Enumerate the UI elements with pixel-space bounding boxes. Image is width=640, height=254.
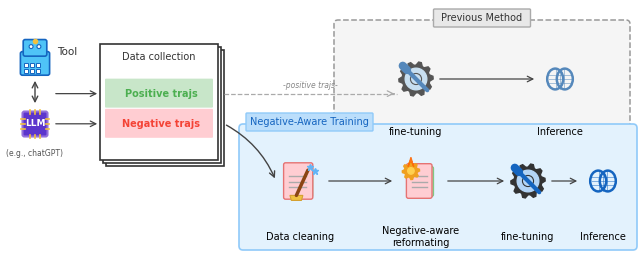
Circle shape [29,45,33,49]
Text: Positive trajs: Positive trajs [125,89,197,99]
FancyBboxPatch shape [22,112,47,136]
Polygon shape [403,162,420,180]
Circle shape [37,45,41,49]
Text: (e.g., chatGPT): (e.g., chatGPT) [6,150,63,158]
FancyBboxPatch shape [334,20,630,130]
Text: Inference: Inference [537,127,583,137]
FancyBboxPatch shape [239,124,637,250]
FancyBboxPatch shape [20,52,50,75]
Text: Negative trajs: Negative trajs [122,119,200,129]
Circle shape [405,68,427,90]
Polygon shape [511,164,545,198]
Text: Inference: Inference [580,232,626,242]
Text: Data collection: Data collection [122,52,196,62]
FancyBboxPatch shape [36,69,40,73]
FancyBboxPatch shape [106,50,224,166]
Text: -positive trajs-: -positive trajs- [283,81,338,90]
Text: Previous Method: Previous Method [442,13,523,23]
Circle shape [408,168,414,174]
FancyBboxPatch shape [36,62,40,67]
FancyBboxPatch shape [24,69,28,73]
FancyBboxPatch shape [246,113,373,131]
FancyBboxPatch shape [433,9,531,27]
Text: fine-tuning: fine-tuning [501,232,555,242]
Text: Negative-aware
reformating: Negative-aware reformating [383,226,460,248]
Text: fine-tuning: fine-tuning [389,127,443,137]
FancyBboxPatch shape [103,47,221,163]
Text: LLM: LLM [25,119,45,129]
FancyBboxPatch shape [30,62,34,67]
Text: Negative-Aware Training: Negative-Aware Training [250,117,369,127]
FancyBboxPatch shape [100,44,218,160]
Polygon shape [399,62,433,96]
FancyBboxPatch shape [406,164,432,198]
Polygon shape [408,157,414,167]
Text: Tool: Tool [57,47,77,57]
FancyBboxPatch shape [23,40,47,56]
FancyBboxPatch shape [105,79,213,108]
FancyBboxPatch shape [105,109,213,138]
FancyBboxPatch shape [30,69,34,73]
Circle shape [517,170,539,192]
FancyBboxPatch shape [24,62,28,67]
FancyBboxPatch shape [284,163,313,199]
FancyBboxPatch shape [411,166,433,197]
Text: Data cleaning: Data cleaning [266,232,334,242]
Polygon shape [290,195,303,200]
FancyBboxPatch shape [287,166,312,197]
